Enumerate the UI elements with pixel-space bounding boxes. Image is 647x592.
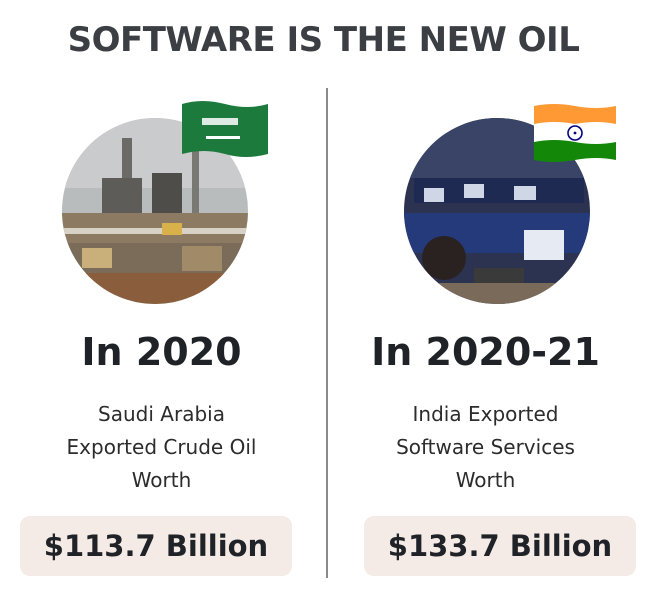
- page-title: SOFTWARE IS THE NEW OIL: [67, 20, 580, 60]
- left-description-line: Worth: [131, 468, 192, 492]
- saudi-arabia-flag-icon: [180, 98, 270, 164]
- left-amount-badge: $113.7 Billion: [20, 516, 292, 576]
- india-flag-icon: [532, 102, 618, 168]
- right-year-heading: In 2020-21: [371, 330, 600, 374]
- left-description-line: Saudi Arabia: [98, 402, 225, 426]
- saudi-column: In 2020 Saudi Arabia Exported Crude Oil …: [0, 0, 323, 592]
- right-description: India Exported Software Services Worth: [324, 398, 647, 497]
- right-amount-badge: $133.7 Billion: [364, 516, 636, 576]
- right-description-line: Worth: [455, 468, 516, 492]
- left-description: Saudi Arabia Exported Crude Oil Worth: [0, 398, 323, 497]
- right-description-line: Software Services: [396, 435, 575, 459]
- india-column: In 2020-21 India Exported Software Servi…: [324, 0, 647, 592]
- left-year-heading: In 2020: [81, 330, 242, 374]
- right-description-line: India Exported: [412, 402, 559, 426]
- center-divider: [326, 88, 328, 578]
- left-description-line: Exported Crude Oil: [66, 435, 257, 459]
